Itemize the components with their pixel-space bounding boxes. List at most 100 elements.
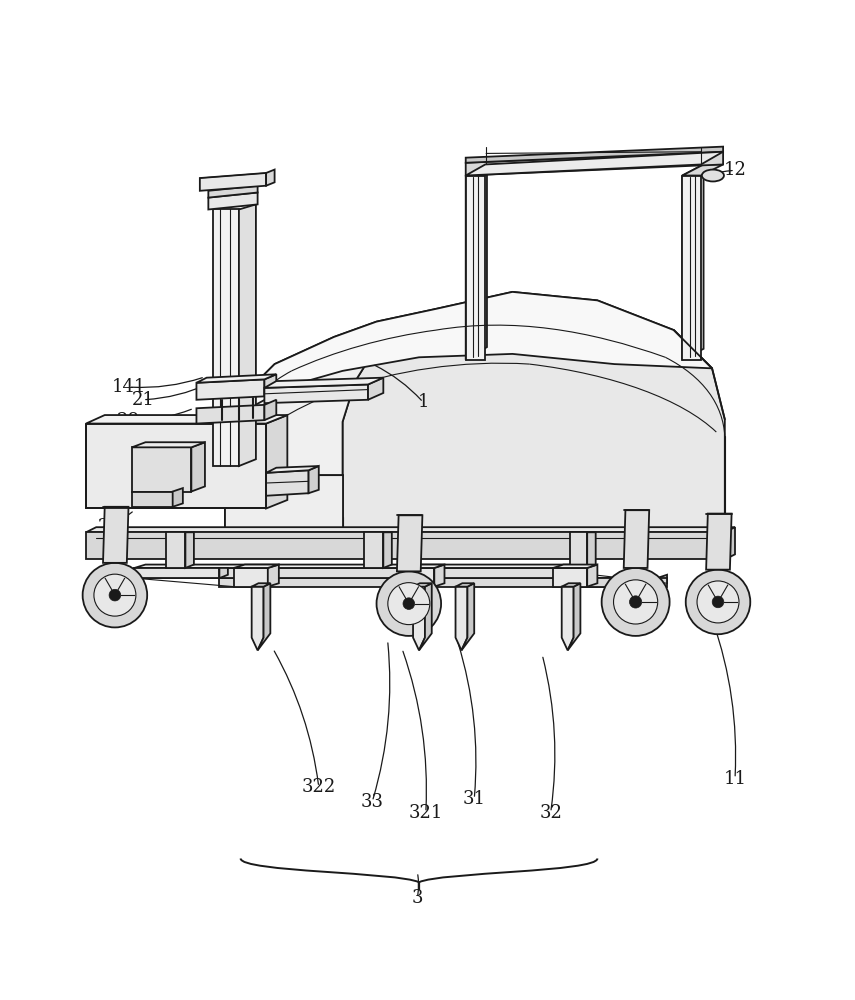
Circle shape	[94, 574, 136, 616]
Text: 31: 31	[463, 790, 486, 808]
Polygon shape	[86, 424, 266, 508]
Polygon shape	[226, 475, 343, 532]
Polygon shape	[266, 470, 309, 496]
Text: 11: 11	[723, 770, 746, 788]
Polygon shape	[264, 374, 276, 396]
Circle shape	[629, 596, 642, 608]
Polygon shape	[623, 510, 649, 568]
Polygon shape	[587, 565, 598, 587]
Text: 141: 141	[111, 378, 145, 396]
Polygon shape	[132, 492, 173, 507]
Text: 21: 21	[132, 391, 155, 409]
Polygon shape	[251, 583, 270, 587]
Polygon shape	[568, 583, 581, 650]
Polygon shape	[657, 575, 667, 587]
Polygon shape	[466, 176, 486, 360]
Text: 322: 322	[302, 778, 336, 796]
Polygon shape	[682, 176, 701, 360]
Text: 32: 32	[540, 804, 562, 822]
Circle shape	[376, 571, 441, 636]
Text: 2: 2	[97, 518, 109, 536]
Polygon shape	[268, 565, 279, 587]
Polygon shape	[462, 583, 475, 650]
Ellipse shape	[702, 170, 724, 181]
Polygon shape	[173, 488, 183, 507]
Polygon shape	[682, 164, 704, 360]
Circle shape	[109, 589, 121, 601]
Polygon shape	[103, 507, 128, 563]
Polygon shape	[220, 578, 657, 587]
Polygon shape	[86, 532, 725, 559]
Circle shape	[602, 568, 669, 636]
Text: 1: 1	[417, 393, 429, 411]
Polygon shape	[233, 565, 279, 568]
Text: 27: 27	[104, 476, 127, 494]
Polygon shape	[466, 152, 723, 176]
Text: 321: 321	[409, 804, 443, 822]
Polygon shape	[400, 565, 445, 568]
Polygon shape	[466, 152, 723, 176]
Polygon shape	[209, 193, 257, 209]
Polygon shape	[209, 186, 257, 198]
Polygon shape	[86, 527, 735, 532]
Polygon shape	[682, 164, 723, 176]
Polygon shape	[581, 565, 593, 578]
Text: 3: 3	[411, 889, 423, 907]
Polygon shape	[419, 583, 432, 650]
Polygon shape	[264, 378, 383, 388]
Polygon shape	[266, 170, 274, 186]
Circle shape	[83, 563, 147, 627]
Polygon shape	[413, 583, 432, 587]
Polygon shape	[132, 442, 205, 447]
Polygon shape	[309, 466, 319, 493]
Polygon shape	[466, 164, 508, 176]
Text: 28: 28	[117, 412, 140, 430]
Polygon shape	[456, 583, 475, 587]
Polygon shape	[456, 587, 468, 650]
Polygon shape	[192, 442, 205, 492]
Polygon shape	[240, 292, 712, 408]
Polygon shape	[587, 532, 596, 568]
Polygon shape	[466, 147, 723, 163]
Polygon shape	[562, 583, 581, 587]
Polygon shape	[581, 578, 667, 587]
Polygon shape	[264, 384, 368, 403]
Polygon shape	[166, 532, 186, 568]
Polygon shape	[266, 415, 287, 508]
Polygon shape	[197, 374, 276, 383]
Polygon shape	[134, 568, 220, 578]
Polygon shape	[220, 568, 228, 578]
Circle shape	[388, 583, 430, 625]
Text: 33: 33	[361, 793, 384, 811]
Polygon shape	[434, 565, 445, 587]
Polygon shape	[86, 415, 287, 424]
Polygon shape	[226, 309, 436, 532]
Polygon shape	[264, 400, 276, 420]
Polygon shape	[570, 532, 587, 568]
Polygon shape	[257, 583, 270, 650]
Polygon shape	[397, 515, 422, 571]
Polygon shape	[363, 532, 383, 568]
Circle shape	[614, 580, 657, 624]
Text: 12: 12	[723, 161, 746, 179]
Polygon shape	[214, 209, 239, 466]
Polygon shape	[186, 532, 194, 568]
Polygon shape	[266, 466, 319, 473]
Polygon shape	[197, 379, 264, 400]
Polygon shape	[368, 378, 383, 400]
Text: 22: 22	[123, 425, 146, 443]
Polygon shape	[553, 568, 587, 587]
Polygon shape	[197, 405, 264, 424]
Polygon shape	[413, 587, 425, 650]
Polygon shape	[200, 173, 266, 191]
Text: 24: 24	[113, 450, 136, 468]
Polygon shape	[706, 514, 732, 570]
Polygon shape	[239, 204, 256, 466]
Polygon shape	[466, 164, 487, 360]
Polygon shape	[251, 587, 263, 650]
Polygon shape	[400, 568, 434, 587]
Polygon shape	[725, 527, 735, 559]
Polygon shape	[132, 447, 192, 492]
Circle shape	[403, 598, 415, 609]
Polygon shape	[383, 532, 392, 568]
